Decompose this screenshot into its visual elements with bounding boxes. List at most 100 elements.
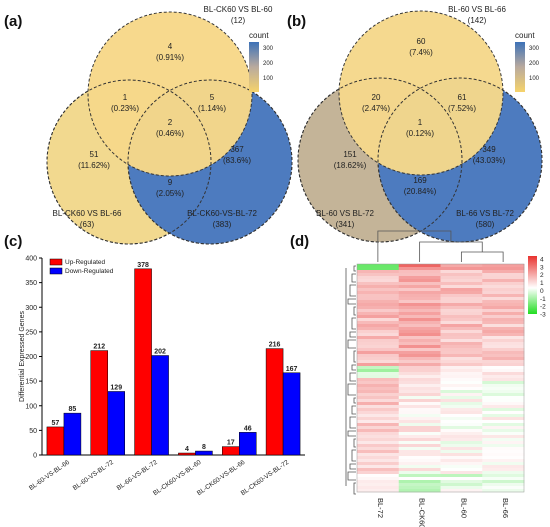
heatmap-cell: [357, 291, 400, 295]
row-dendrogram-branch: [353, 397, 356, 404]
heatmap-cell: [398, 285, 441, 289]
bar-value-label: 8: [202, 444, 206, 451]
venn-a-region-count: 5: [210, 93, 215, 102]
heatmap-colorbar-tick: -2: [540, 304, 546, 311]
venn-a-region-pct: (2.05%): [156, 189, 184, 198]
heatmap-cell: [440, 462, 483, 466]
heatmap-cell: [482, 378, 525, 382]
venn-b-outline-3: [377, 77, 543, 243]
heatmap-cell: [440, 312, 483, 316]
row-dendrogram-branch: [347, 430, 356, 437]
venn-a-region-pct: (83.6%): [223, 156, 251, 165]
venn-a-set-3-total: (383): [213, 220, 232, 229]
heatmap-cell: [398, 381, 441, 385]
heatmap-cell: [357, 447, 400, 451]
heatmap-cell: [482, 267, 525, 271]
heatmap-cell: [440, 453, 483, 457]
heatmap-column-label: BL-CK60: [418, 498, 427, 527]
y-tick-label: 400: [25, 256, 37, 263]
heatmap-cell: [440, 384, 483, 388]
heatmap-cell: [482, 297, 525, 301]
heatmap-cell: [357, 471, 400, 475]
heatmap-colorbar-tick: 1: [540, 280, 544, 287]
heatmap-cell: [357, 351, 400, 355]
heatmap-cell: [440, 438, 483, 442]
heatmap-cell: [398, 291, 441, 295]
legend-swatch: [49, 258, 63, 266]
bar-up-3: [178, 452, 196, 456]
heatmap-cell: [482, 468, 525, 472]
heatmap-cell: [440, 408, 483, 412]
bar-value-label: 167: [286, 366, 298, 373]
heatmap-cell: [482, 351, 525, 355]
heatmap-cell: [440, 351, 483, 355]
heatmap-cell: [357, 288, 400, 292]
bar-down-3: [195, 450, 213, 456]
heatmap-cell: [482, 276, 525, 280]
heatmap-cell: [398, 474, 441, 478]
heatmap-colorbar-tick: 3: [540, 264, 544, 271]
heatmap-cell: [440, 279, 483, 283]
panel-label-a: (a): [4, 13, 22, 30]
heatmap-cell: [357, 480, 400, 484]
heatmap-colorbar-tick: 2: [540, 272, 544, 279]
heatmap-cell: [357, 303, 400, 307]
heatmap-cell: [398, 459, 441, 463]
venn-a-set-1-circle: [87, 11, 253, 177]
heatmap-cell: [398, 345, 441, 349]
heatmap-cell: [357, 384, 400, 388]
bar-up-4: [222, 446, 240, 456]
heatmap-cell: [398, 441, 441, 445]
heatmap-cell: [482, 294, 525, 298]
heatmap-cell: [398, 429, 441, 433]
heatmap-cell: [357, 333, 400, 337]
venn-b-region-pct: (2.47%): [362, 104, 390, 113]
heatmap-cell: [357, 315, 400, 319]
heatmap-colorbar-tick: -3: [540, 312, 546, 319]
row-dendrogram-branch: [349, 331, 356, 338]
heatmap-cell: [398, 468, 441, 472]
y-tick-label: 150: [25, 379, 37, 386]
heatmap-cell: [440, 264, 483, 268]
heatmap-cell: [398, 288, 441, 292]
x-tick-label: BL-CK60-VS-BL-72: [240, 459, 291, 497]
heatmap-cell: [440, 459, 483, 463]
heatmap-cell: [440, 489, 483, 493]
heatmap-cell: [482, 408, 525, 412]
heatmap-cell: [398, 327, 441, 331]
heatmap-cell: [440, 294, 483, 298]
venn-b-region-count: 20: [372, 93, 381, 102]
heatmap-cell: [440, 468, 483, 472]
heatmap-cell: [357, 306, 400, 310]
heatmap-cell: [482, 411, 525, 415]
heatmap-cell: [482, 438, 525, 442]
heatmap-cell: [482, 423, 525, 427]
heatmap-cell: [482, 486, 525, 490]
heatmap-cell: [357, 270, 400, 274]
heatmap-cell: [440, 474, 483, 478]
venn-b-region-count: 349: [482, 145, 496, 154]
heatmap-cell: [440, 309, 483, 313]
bar-value-label: 129: [110, 384, 122, 391]
heatmap-cell: [440, 420, 483, 424]
heatmap-cell: [357, 285, 400, 289]
heatmap-cell: [357, 369, 400, 373]
heatmap-cell: [440, 360, 483, 364]
heatmap-cell: [440, 399, 483, 403]
heatmap-cell: [357, 372, 400, 376]
heatmap-cell: [357, 411, 400, 415]
heatmap-cell: [398, 321, 441, 325]
heatmap-cell: [440, 375, 483, 379]
heatmap-cell: [440, 483, 483, 487]
heatmap-cell: [482, 489, 525, 493]
heatmap-cell: [398, 264, 441, 268]
heatmap-cell: [440, 471, 483, 475]
heatmap-cell: [357, 342, 400, 346]
bar-up-5: [265, 348, 284, 456]
heatmap-cell: [357, 309, 400, 313]
venn-b-region-pct: (7.4%): [409, 48, 433, 57]
heatmap-cell: [398, 387, 441, 391]
row-dendrogram-branch: [347, 471, 356, 481]
heatmap-cell: [398, 297, 441, 301]
heatmap-cell: [398, 330, 441, 334]
